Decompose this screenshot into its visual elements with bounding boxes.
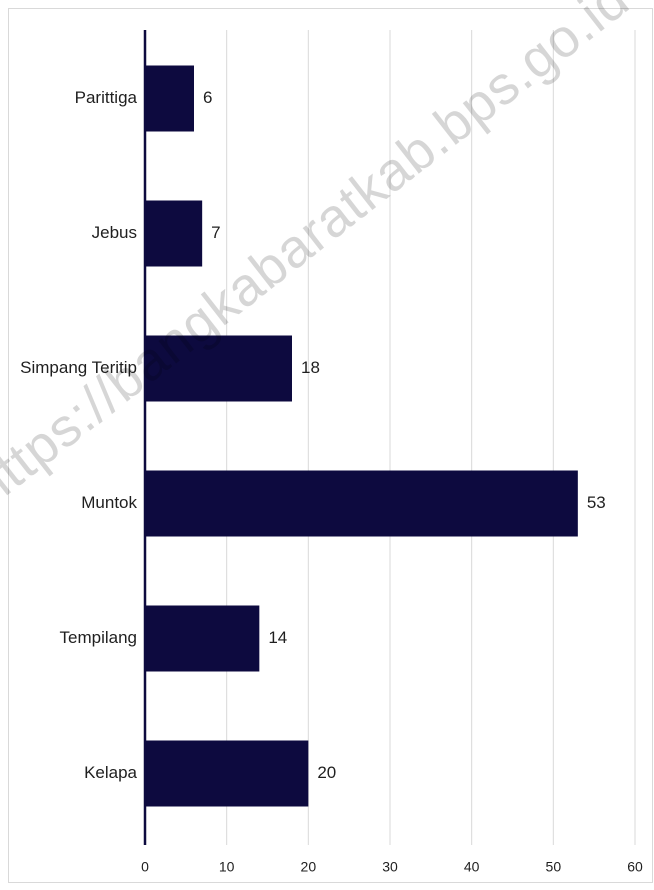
category-label: Muntok xyxy=(81,493,137,512)
x-tick-label: 10 xyxy=(219,859,235,875)
bar xyxy=(145,470,578,537)
bar xyxy=(145,740,309,807)
x-tick-label: 0 xyxy=(141,859,149,875)
bar xyxy=(145,605,260,672)
category-label: Parittiga xyxy=(75,88,138,107)
value-label: 14 xyxy=(268,628,287,647)
x-tick-label: 20 xyxy=(301,859,317,875)
category-label: Tempilang xyxy=(60,628,138,647)
bar xyxy=(145,200,203,267)
chart-frame xyxy=(8,8,653,883)
x-tick-label: 60 xyxy=(627,859,643,875)
value-label: 53 xyxy=(587,493,606,512)
bar xyxy=(145,335,292,402)
x-tick-label: 50 xyxy=(546,859,562,875)
value-label: 7 xyxy=(211,223,220,242)
value-label: 20 xyxy=(317,763,336,782)
category-label: Jebus xyxy=(92,223,137,242)
category-label: Kelapa xyxy=(84,763,137,782)
category-label: Simpang Teritip xyxy=(20,358,137,377)
value-label: 18 xyxy=(301,358,320,377)
value-label: 6 xyxy=(203,88,212,107)
x-tick-label: 30 xyxy=(382,859,398,875)
bar xyxy=(145,65,194,132)
x-tick-label: 40 xyxy=(464,859,480,875)
